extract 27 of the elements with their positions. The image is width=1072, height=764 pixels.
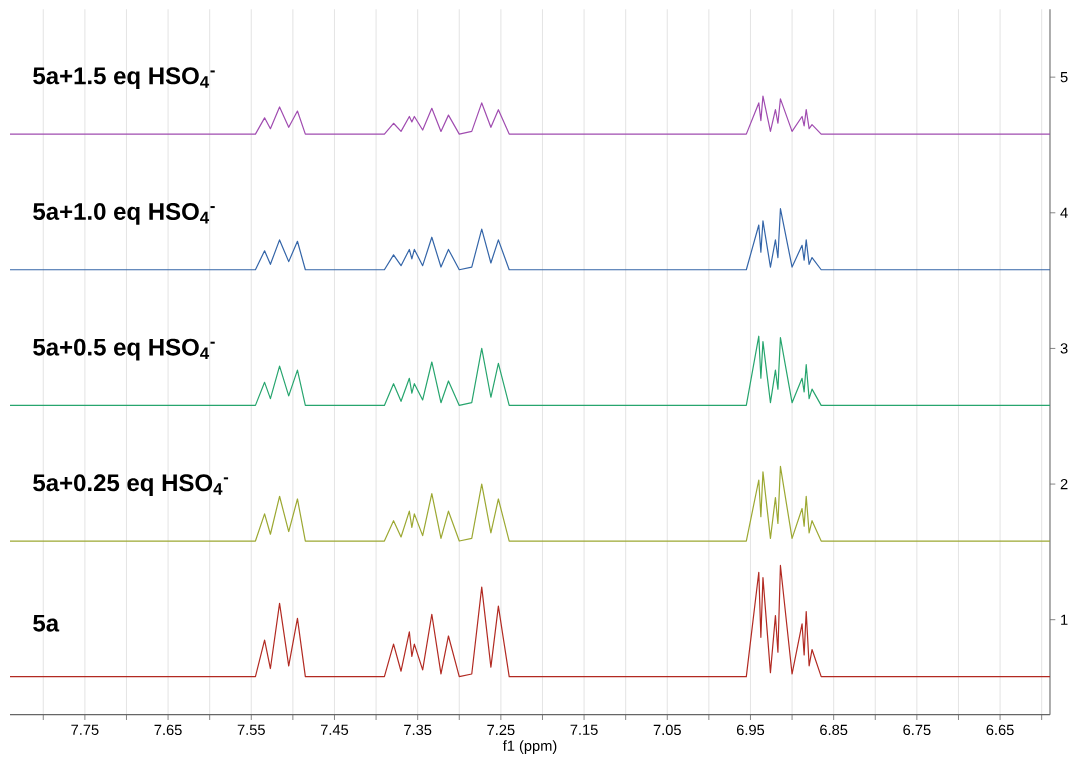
series-label: 5a+0.5 eq HSO$_{4}$- — [33, 338, 215, 361]
y-tick-label: 5 — [1060, 72, 1068, 83]
series-label: 5a+1.5 eq HSO$_{4}$- — [33, 67, 215, 90]
x-tick-label: 6.75 — [903, 724, 931, 736]
y-tick-label: 2 — [1060, 478, 1068, 490]
series-label: 5a+0.25 eq HSO$_{4}$- — [33, 474, 229, 497]
x-tick-label: 6.65 — [986, 724, 1014, 736]
x-tick-label: 7.15 — [570, 724, 598, 735]
line-series — [9, 335, 1051, 406]
x-tick-label: 7.35 — [404, 724, 432, 736]
x-tick-label: 7.25 — [487, 724, 515, 736]
line-series — [9, 95, 1051, 135]
x-tick-label: 7.55 — [237, 724, 265, 735]
y-tick-label: 1 — [1061, 614, 1068, 625]
x-tick-label: 7.05 — [653, 724, 681, 736]
line-series — [9, 564, 1051, 678]
series-label: 5a+1.0 eq HSO$_{4}$- — [33, 203, 215, 225]
x-tick-label: 7.45 — [320, 724, 349, 735]
series-label: 5a — [33, 614, 60, 632]
x-axis-title: f1 (ppm) — [502, 740, 557, 754]
x-tick-label: 7.75 — [71, 724, 99, 735]
y-tick-label: 3 — [1060, 343, 1068, 354]
x-tick-label: 6.95 — [736, 724, 765, 736]
line-series — [9, 465, 1051, 542]
x-tick-label: 6.85 — [820, 724, 848, 736]
x-tick-label: 7.65 — [154, 724, 182, 736]
y-tick-label: 4 — [1060, 207, 1068, 218]
